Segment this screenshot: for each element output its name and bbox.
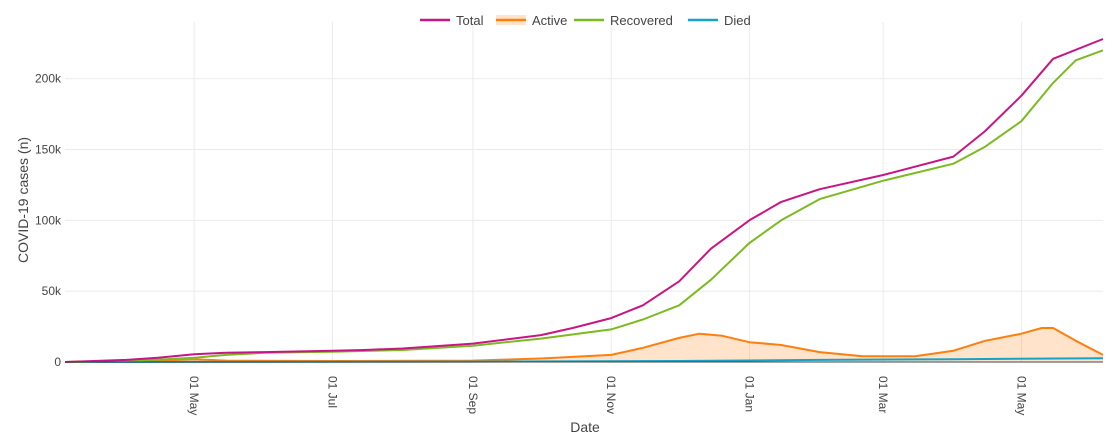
gridlines (65, 22, 1103, 362)
x-tick-label: 01 Sep (466, 376, 480, 414)
y-tick-label: 200k (35, 72, 62, 86)
x-axis-title: Date (570, 419, 600, 435)
x-tick-label: 01 Jan (742, 376, 756, 412)
legend-label: Active (532, 13, 567, 28)
legend-label: Total (456, 13, 484, 28)
x-tick-label: 01 Jul (325, 376, 339, 408)
x-axis: 01 May 01 Jul 01 Sep 01 Nov 01 Jan 01 Mar 01 M… (187, 376, 1028, 415)
x-tick-label: 01 Mar (876, 376, 890, 413)
legend-item-recovered[interactable]: Recovered (574, 13, 673, 28)
series-lines (64, 38, 1104, 363)
y-tick-label: 100k (35, 213, 62, 227)
legend-item-died[interactable]: Died (688, 13, 751, 28)
series-line-total (64, 38, 1104, 363)
x-tick-label: 01 Nov (604, 376, 618, 414)
y-tick-label: 0 (54, 355, 61, 369)
series-line-recovered (64, 49, 1104, 363)
legend-item-total[interactable]: Total (420, 13, 484, 28)
x-tick-label: 01 May (1014, 376, 1028, 415)
legend-label: Recovered (610, 13, 673, 28)
y-axis: 0 50k 100k 150k 200k (35, 72, 62, 369)
legend-label: Died (724, 13, 751, 28)
y-axis-title: COVID-19 cases (n) (15, 137, 31, 263)
legend[interactable]: Total Active Recovered Died (420, 13, 751, 28)
x-tick-label: 01 May (187, 376, 201, 415)
legend-item-active[interactable]: Active (496, 13, 567, 28)
y-tick-label: 150k (35, 143, 62, 157)
y-tick-label: 50k (42, 284, 62, 298)
